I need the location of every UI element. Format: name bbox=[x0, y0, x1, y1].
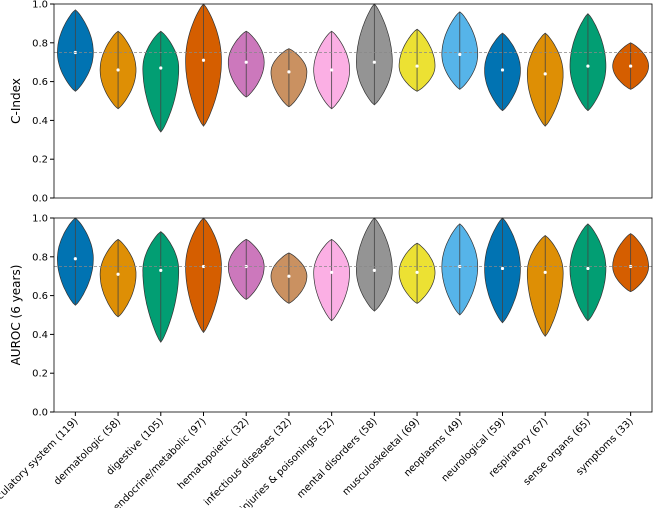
y-tick-label: 0.8 bbox=[32, 38, 48, 49]
median-marker bbox=[586, 64, 590, 68]
x-tick-label: musculoskeletal (69) bbox=[341, 416, 423, 498]
y-tick-label: 0.2 bbox=[32, 155, 48, 166]
x-tick-label: hematopoietic (32) bbox=[176, 416, 252, 492]
median-marker bbox=[73, 257, 77, 261]
y-tick-label: 0.2 bbox=[32, 369, 48, 380]
median-marker bbox=[586, 266, 590, 271]
median-marker bbox=[201, 58, 206, 62]
y-tick-label: 0.4 bbox=[32, 116, 48, 127]
median-marker bbox=[543, 270, 547, 274]
y-tick-label: 0.4 bbox=[32, 330, 48, 341]
plot-frame bbox=[53, 3, 653, 199]
median-marker bbox=[116, 272, 120, 276]
median-marker bbox=[244, 60, 248, 64]
y-tick-label: 1.0 bbox=[32, 0, 48, 11]
median-marker bbox=[116, 68, 120, 72]
y-axis-label: C-Index bbox=[9, 78, 23, 124]
median-marker bbox=[500, 266, 505, 271]
median-marker bbox=[287, 70, 291, 74]
y-tick-label: 0.6 bbox=[32, 291, 48, 302]
median-marker bbox=[372, 60, 376, 64]
median-marker bbox=[458, 52, 462, 57]
median-marker bbox=[500, 68, 505, 72]
y-axis-label: AUROC (6 years) bbox=[9, 265, 23, 366]
median-marker bbox=[159, 66, 163, 70]
y-tick-label: 0.0 bbox=[32, 408, 48, 419]
x-tick-label: mental disorders (58) bbox=[295, 416, 379, 500]
median-marker bbox=[543, 72, 547, 76]
median-marker bbox=[330, 68, 334, 72]
median-marker bbox=[415, 64, 419, 68]
median-marker bbox=[415, 270, 419, 274]
median-marker bbox=[330, 270, 334, 274]
median-marker bbox=[287, 274, 291, 278]
y-tick-label: 0.6 bbox=[32, 77, 48, 88]
y-tick-label: 0.0 bbox=[32, 194, 48, 205]
median-marker bbox=[372, 268, 376, 272]
x-tick-label: infectious diseases (32) bbox=[202, 416, 294, 508]
median-marker bbox=[201, 264, 206, 269]
y-tick-label: 1.0 bbox=[32, 214, 48, 225]
median-marker bbox=[159, 268, 163, 272]
y-tick-label: 0.8 bbox=[32, 252, 48, 263]
plot-frame bbox=[53, 217, 653, 413]
median-marker bbox=[629, 64, 633, 68]
